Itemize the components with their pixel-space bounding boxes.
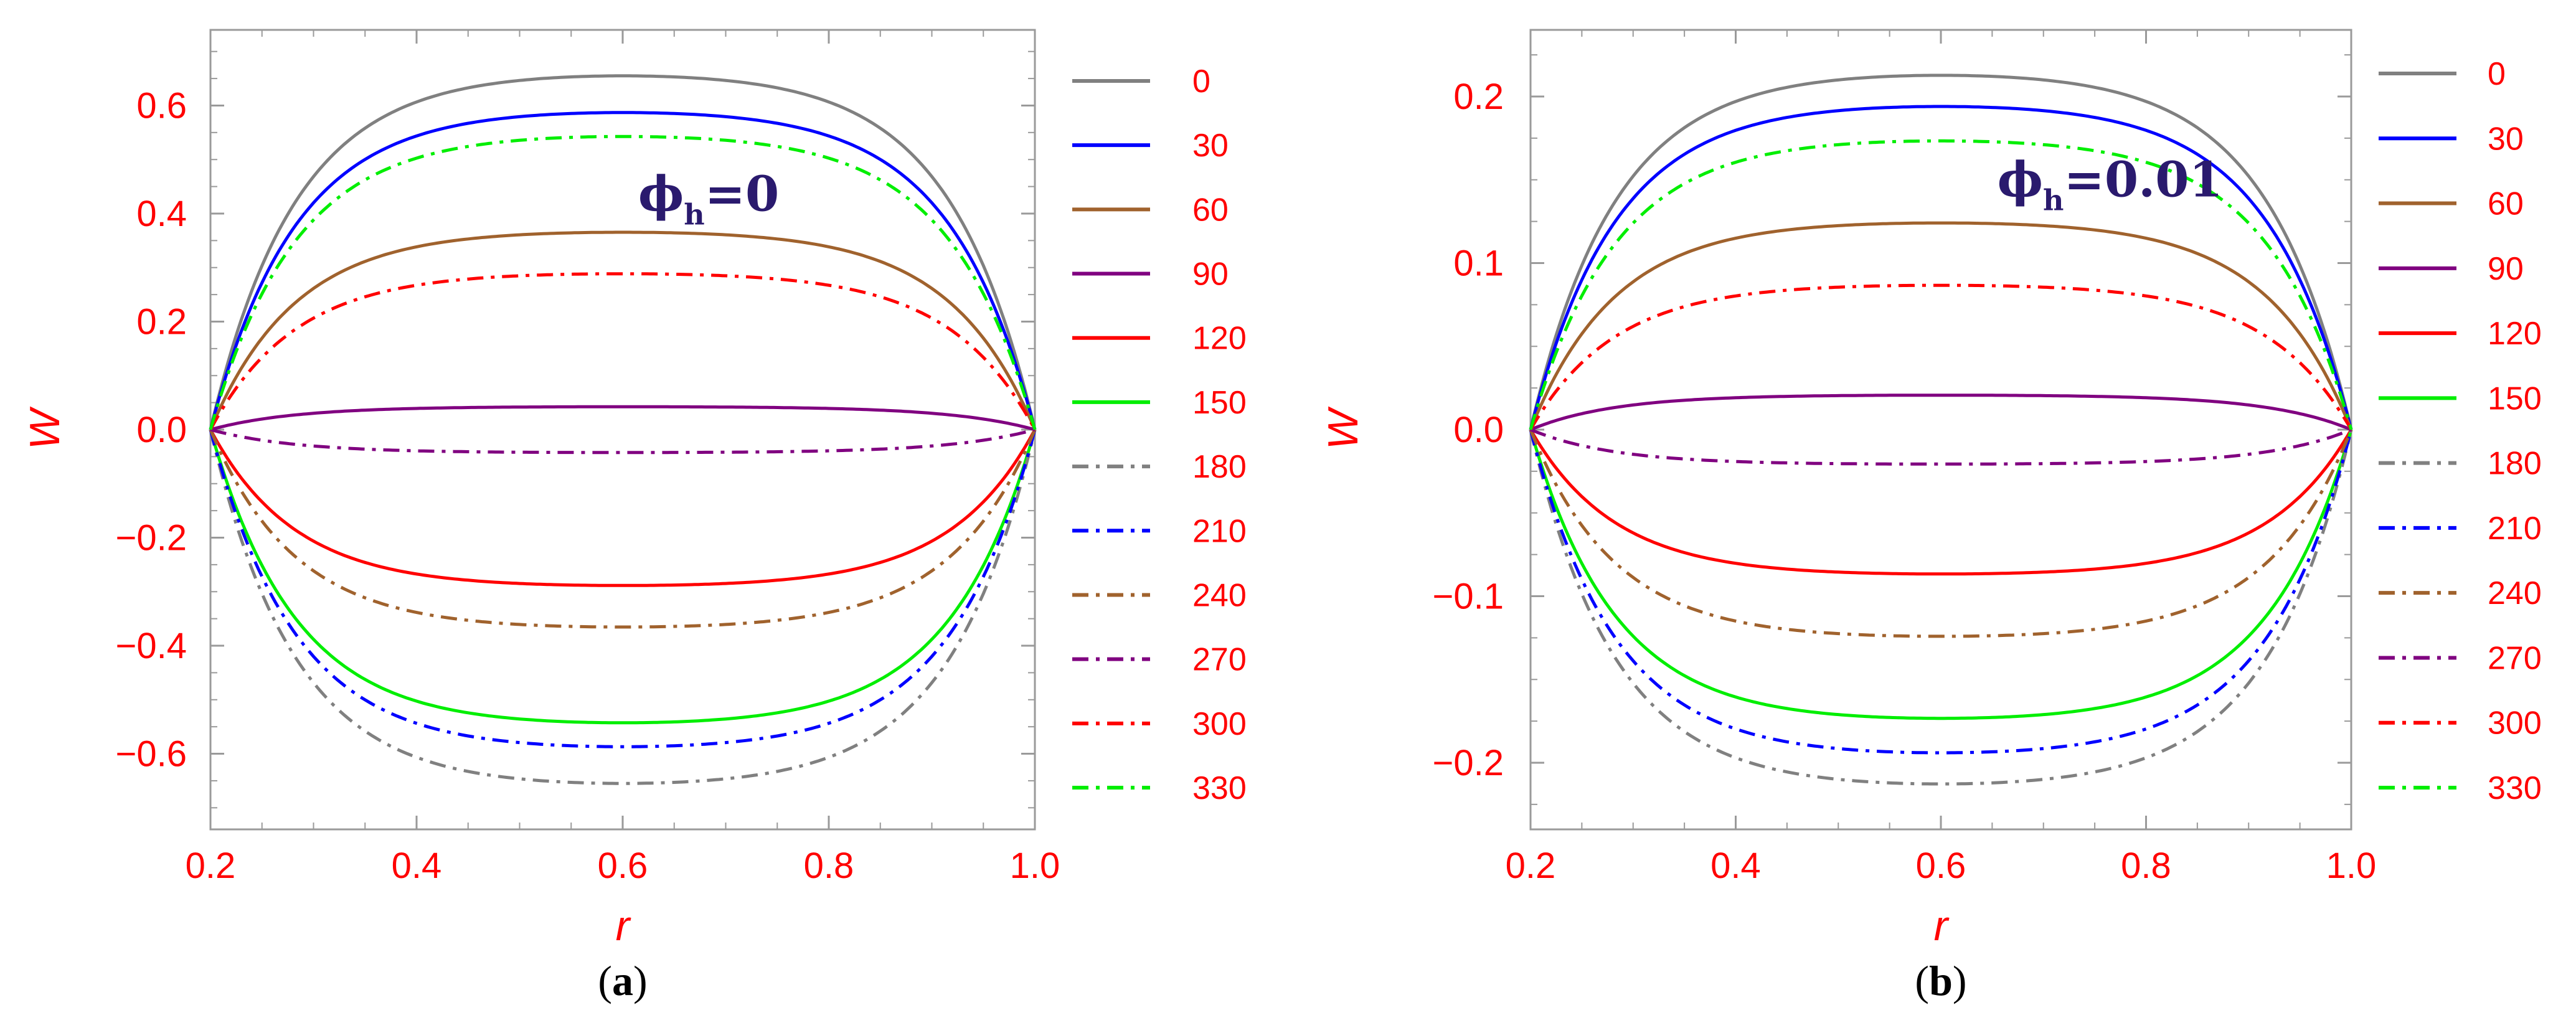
legend-label-30: 30 (2488, 121, 2524, 157)
y-tick-label: −0.1 (1433, 577, 1504, 617)
series-line-60 (209, 230, 1037, 430)
legend-label-330: 330 (1192, 770, 1247, 806)
series-line-30 (1529, 105, 2353, 430)
y-axis-label: W (1319, 406, 1367, 450)
x-tick-label: 0.4 (1710, 846, 1761, 886)
x-tick-label: 0.2 (186, 846, 236, 886)
legend-label-90: 90 (2488, 251, 2524, 287)
y-tick-label: 0.6 (136, 85, 187, 126)
legend-label-30: 30 (1192, 128, 1229, 164)
y-tick-label: 0.0 (1453, 410, 1504, 450)
series-line-0 (1529, 73, 2353, 430)
series-line-90 (210, 405, 1036, 431)
panel-a: 0.2 0.4 0.6 0.8 1.0 −0.6 −0.4 −0.2 0.0 0.2 0.4 0.6 r… (21, 29, 1247, 1004)
legend-label-150: 150 (2488, 380, 2542, 417)
y-tick-label: 0.0 (136, 410, 187, 450)
series-line-210 (209, 429, 1037, 748)
legend-label-180: 180 (1192, 449, 1247, 485)
series-line-30 (209, 111, 1037, 430)
series-line-300 (1529, 283, 2353, 431)
series-line-240 (209, 429, 1037, 629)
legend-label-300: 300 (1192, 706, 1247, 742)
legend-label-90: 90 (1192, 257, 1229, 293)
legend-label-150: 150 (1192, 385, 1247, 421)
series-line-180 (209, 429, 1037, 785)
plot-frame (1529, 29, 2352, 831)
series-line-0 (209, 74, 1037, 430)
legend-label-0: 0 (1192, 64, 1210, 100)
legend-label-270: 270 (1192, 642, 1247, 678)
legend-label-180: 180 (2488, 446, 2542, 482)
x-axis-label: r (1934, 902, 1950, 950)
x-tick-label: 0.4 (392, 846, 442, 886)
series-line-120 (209, 428, 1037, 587)
caption-a: (a) (598, 957, 647, 1004)
y-tick-label: 0.2 (1453, 77, 1504, 117)
x-tick-label: 0.8 (804, 846, 854, 886)
series-line-150 (1529, 429, 2353, 720)
x-tick-label: 1.0 (1010, 846, 1060, 886)
caption-open-paren: ( (1915, 957, 1929, 1004)
y-tick-label: −0.6 (116, 734, 187, 775)
series-line-180 (1529, 429, 2353, 786)
phi-value: =0 (705, 166, 780, 223)
series-line-210 (1529, 429, 2353, 755)
phi-annotation: ϕh=0 (638, 166, 780, 232)
y-tick-label: −0.4 (116, 626, 187, 666)
y-tick-label: 0.2 (136, 301, 187, 342)
phi-symbol: ϕ (638, 166, 684, 223)
legend-label-60: 60 (1192, 192, 1229, 228)
x-tick-label: 0.6 (598, 846, 648, 886)
y-tick-label: −0.2 (1433, 743, 1504, 783)
series-line-150 (209, 429, 1037, 725)
series-line-270 (1530, 428, 2352, 466)
legend-label-210: 210 (2488, 511, 2542, 547)
caption-letter: a (612, 957, 633, 1004)
phi-annotation: ϕh=0.01 (1998, 152, 2223, 217)
series-line-330 (209, 134, 1037, 430)
plot-frame (209, 29, 1036, 831)
series-line-240 (1529, 429, 2353, 638)
legend-label-300: 300 (2488, 705, 2542, 742)
legend-label-60: 60 (2488, 186, 2524, 222)
series-line-60 (1529, 221, 2353, 430)
series-line-330 (1529, 139, 2353, 430)
y-tick-label: 0.1 (1453, 243, 1504, 284)
legend-label-330: 330 (2488, 770, 2542, 806)
legend-label-240: 240 (2488, 575, 2542, 611)
caption-letter: b (1929, 957, 1953, 1004)
legend-label-210: 210 (1192, 513, 1247, 549)
phi-symbol: ϕ (1998, 152, 2043, 209)
phi-subscript: h (2043, 184, 2064, 217)
x-tick-label: 1.0 (2326, 846, 2377, 886)
legend-label-0: 0 (2488, 56, 2506, 92)
y-axis-label: W (21, 406, 68, 450)
y-tick-label: 0.4 (136, 194, 187, 234)
panel-b: 0.2 0.4 0.6 0.8 1.0 −0.2 −0.1 0.0 0.1 0.2 r Wϕh=0.0… (1319, 29, 2542, 1004)
x-axis-label: r (616, 902, 631, 950)
legend-label-270: 270 (2488, 640, 2542, 676)
x-tick-label: 0.6 (1916, 846, 1966, 886)
x-tick-label: 0.2 (1506, 846, 1556, 886)
series-line-300 (209, 272, 1037, 431)
caption-b: (b) (1915, 957, 1966, 1004)
y-tick-label: −0.2 (116, 518, 187, 559)
caption-close-paren: ) (633, 957, 648, 1004)
series-line-120 (1529, 428, 2353, 576)
caption-open-paren: ( (598, 957, 612, 1004)
legend-label-120: 120 (1192, 321, 1247, 357)
series-line-90 (1530, 394, 2352, 431)
series-line-270 (210, 428, 1036, 455)
caption-close-paren: ) (1953, 957, 1967, 1004)
x-tick-label: 0.8 (2121, 846, 2171, 886)
legend-label-120: 120 (2488, 316, 2542, 352)
phi-value: =0.01 (2064, 152, 2223, 209)
phi-subscript: h (684, 198, 704, 232)
legend-label-240: 240 (1192, 577, 1247, 613)
